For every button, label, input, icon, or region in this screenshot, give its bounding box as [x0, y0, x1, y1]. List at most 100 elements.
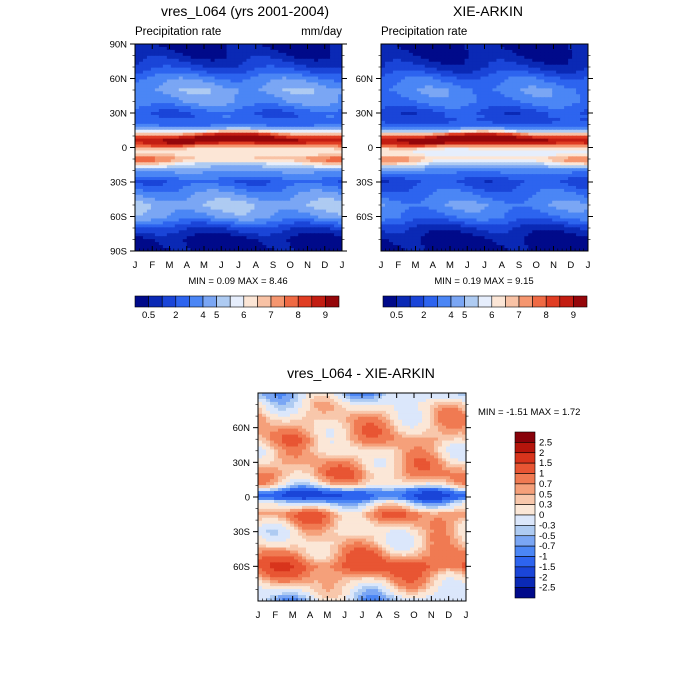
field-cell: [158, 76, 164, 81]
field-cell: [150, 79, 156, 84]
field-cell: [202, 245, 208, 249]
field-cell: [416, 88, 422, 92]
field-cell: [302, 236, 307, 240]
field-cell: [202, 82, 208, 86]
field-cell: [170, 144, 176, 149]
field-cell: [302, 55, 307, 60]
field-cell: [242, 91, 248, 95]
field-cell: [290, 150, 295, 155]
field-cell: [512, 61, 517, 66]
field-cell: [266, 203, 271, 208]
field-cell: [246, 73, 252, 78]
field-cell: [560, 100, 565, 104]
field-cell: [302, 100, 307, 104]
field-cell: [198, 64, 204, 69]
field-cell: [170, 114, 176, 119]
field-cell: [294, 236, 299, 240]
field-cell: [230, 129, 236, 134]
field-cell: [238, 94, 244, 98]
field-cell: [408, 97, 414, 101]
field-cell: [460, 94, 466, 98]
field-cell: [278, 126, 283, 131]
field-cell: [334, 123, 339, 128]
field-cell: [258, 218, 263, 223]
field-cell: [334, 126, 339, 131]
field-cell: [186, 126, 192, 131]
field-cell: [290, 120, 295, 125]
field-cell: [326, 230, 331, 234]
field-cell: [170, 141, 176, 146]
field-cell: [424, 91, 430, 95]
field-cell: [274, 123, 279, 128]
field-cell: [330, 144, 335, 149]
field-cell: [536, 100, 541, 104]
field-cell: [286, 144, 291, 149]
field-cell: [162, 224, 168, 228]
field-cell: [178, 144, 184, 149]
field-cell: [170, 209, 176, 214]
field-cell: [218, 129, 224, 134]
field-cell: [190, 141, 196, 146]
field-cell: [294, 52, 299, 57]
field-cell: [404, 103, 410, 107]
field-cell: [468, 49, 474, 54]
field-cell: [198, 221, 204, 225]
field-cell: [230, 94, 236, 98]
field-cell: [174, 132, 180, 137]
field-cell: [222, 85, 228, 89]
field-cell: [512, 76, 517, 81]
field-cell: [154, 132, 160, 137]
field-cell: [250, 215, 256, 220]
field-cell: [202, 94, 208, 98]
field-cell: [158, 58, 164, 63]
field-cell: [206, 209, 212, 214]
field-cell: [448, 79, 454, 84]
field-cell: [512, 79, 517, 84]
x-tick-label: A: [184, 260, 191, 271]
field-cell: [298, 114, 303, 119]
field-cell: [174, 129, 180, 134]
field-cell: [400, 44, 406, 48]
field-cell: [310, 91, 315, 95]
field-cell: [500, 76, 505, 81]
field-cell: [484, 82, 490, 86]
field-cell: [266, 123, 271, 128]
field-cell: [174, 126, 180, 131]
field-cell: [135, 224, 140, 228]
field-cell: [258, 177, 263, 181]
field-cell: [162, 236, 168, 240]
field-cell: [334, 218, 339, 223]
field-cell: [294, 177, 299, 181]
field-cell: [334, 112, 339, 116]
field-cell: [166, 177, 172, 181]
field-cell: [258, 174, 263, 178]
field-cell: [186, 44, 192, 48]
field-cell: [178, 58, 184, 63]
field-cell: [234, 203, 240, 208]
field-cell: [246, 248, 252, 251]
field-cell: [496, 49, 502, 54]
field-cell: [282, 206, 287, 211]
field-cell: [512, 85, 517, 89]
field-cell: [234, 135, 240, 140]
field-cell: [218, 233, 224, 237]
field-cell: [146, 67, 152, 72]
field-cell: [178, 212, 184, 217]
field-cell: [238, 103, 244, 107]
field-cell: [290, 97, 295, 101]
field-cell: [202, 218, 208, 223]
field-cell: [202, 44, 208, 48]
field-cell: [170, 174, 176, 178]
field-cell: [404, 106, 410, 110]
field-cell: [408, 79, 414, 84]
field-cell: [258, 206, 263, 211]
field-cell: [334, 117, 339, 122]
field-cell: [230, 109, 236, 113]
x-tick-label: J: [236, 260, 241, 271]
field-cell: [576, 61, 581, 66]
field-cell: [166, 112, 172, 116]
field-cell: [186, 153, 192, 157]
field-cell: [290, 109, 295, 113]
field-cell: [318, 52, 323, 57]
field-cell: [298, 76, 303, 81]
